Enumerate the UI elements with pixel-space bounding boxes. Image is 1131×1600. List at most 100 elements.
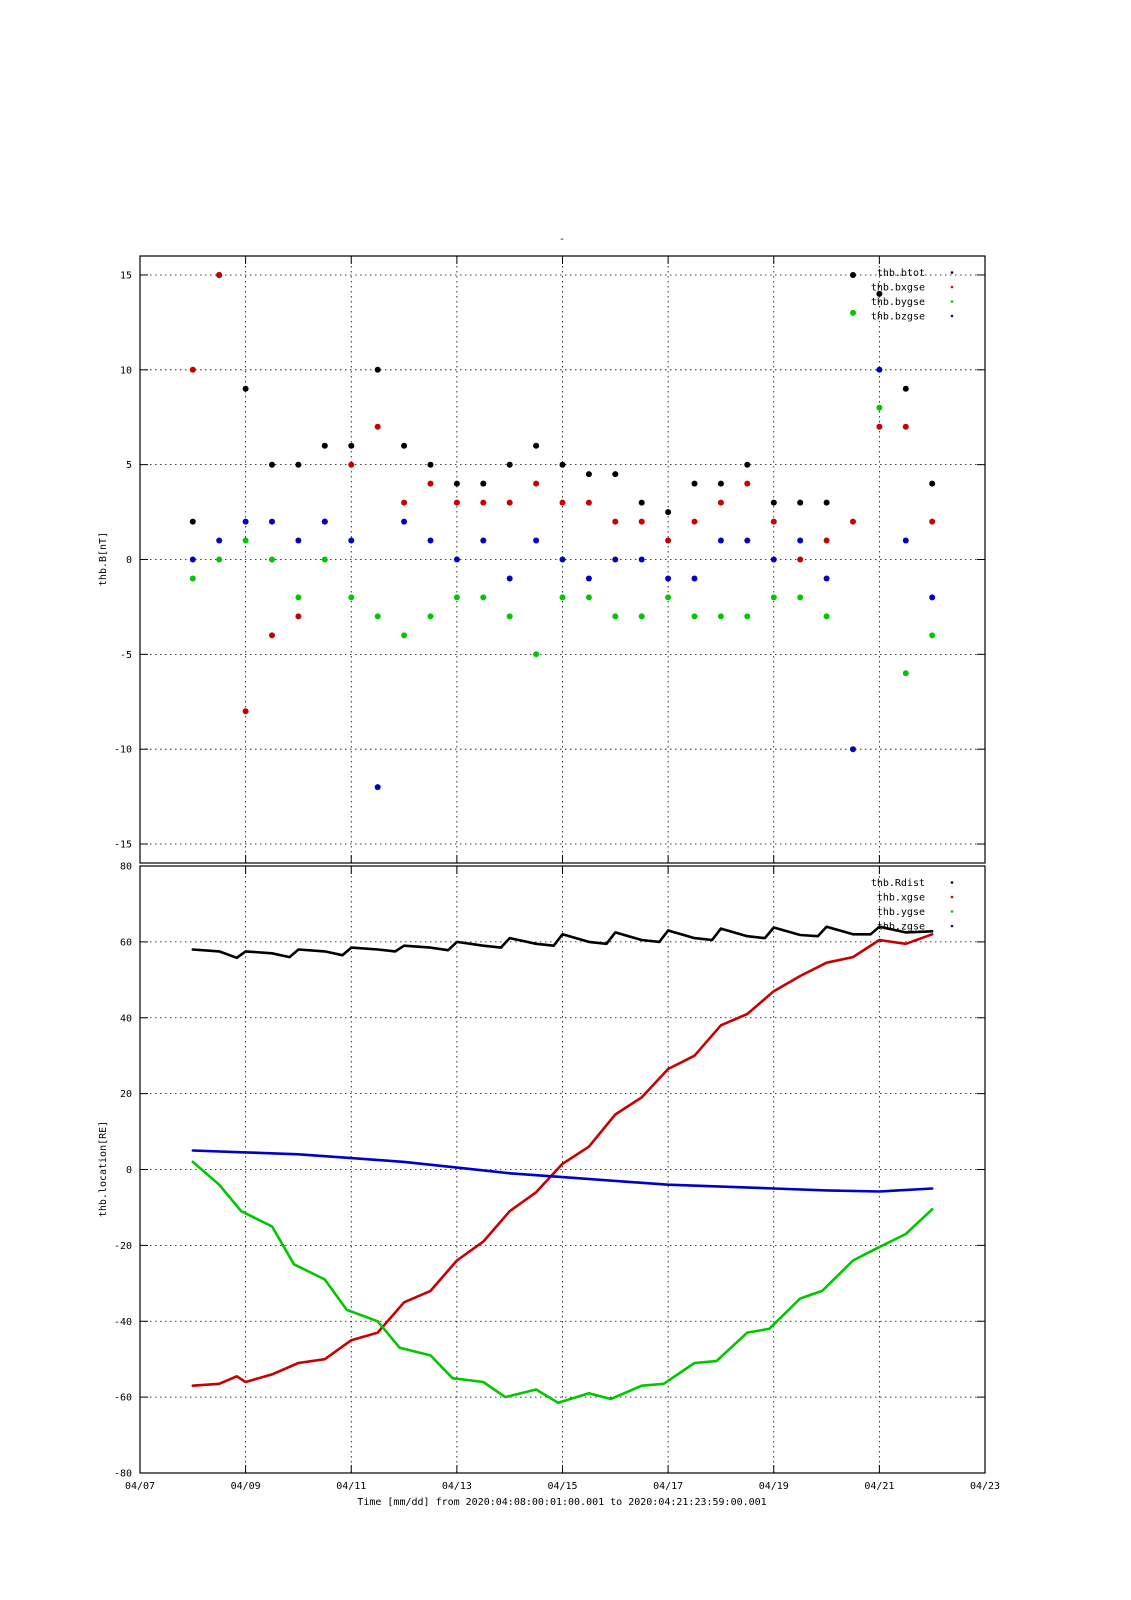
data-point-thb-bygse [691,613,698,620]
data-point-thb-bygse [269,556,275,563]
data-point-thb-bzgse [717,537,724,544]
legend-marker-thb-bzgse [950,314,954,318]
data-point-thb-bzgse [902,537,909,544]
data-point-thb-bzgse [929,594,936,601]
time-axis-tick-label: 04/13 [442,1481,472,1492]
data-point-thb-bzgse [242,518,249,525]
data-point-thb-btot [717,480,724,487]
data-point-thb-bygse [216,556,223,563]
data-point-thb-btot [269,461,275,468]
data-point-thb-btot [427,461,434,468]
legend-marker-thb-bxgse [950,285,954,289]
data-point-thb-bzgse [876,366,883,373]
data-point-thb-btot [348,442,355,449]
time-axis-tick-label: 04/17 [653,1481,683,1492]
series-line-thb-xgse [191,932,934,1387]
magnetic-field-y-tick-label: 10 [120,365,132,376]
data-point-thb-bxgse [533,480,540,487]
data-point-thb-btot [374,366,381,373]
location-grid [140,866,985,1473]
data-point-thb-bxgse [216,272,223,278]
data-point-thb-bygse [321,556,328,563]
legend-label-thb-btot: thb.btot [877,268,925,279]
data-point-thb-bxgse [480,499,487,506]
top-marker: - [559,234,565,245]
series-thb-bzgse [189,366,936,791]
data-point-thb-bzgse [321,518,328,525]
legend-marker-thb-zgse [950,924,954,928]
data-point-thb-bzgse [638,556,645,563]
data-point-thb-btot [638,499,645,506]
magnetic-field-y-axis-label: thb.B[nT] [98,532,109,586]
data-point-thb-bzgse [533,537,540,544]
location-y-tick-label: -80 [114,1469,132,1480]
data-point-thb-bxgse [295,613,302,620]
data-point-thb-bygse [717,613,724,620]
data-point-thb-btot [850,272,856,278]
data-point-thb-bygse [744,613,751,620]
legend-label-thb-ygse: thb.ygse [877,907,925,918]
data-point-thb-bxgse [929,518,936,525]
time-axis-label: Time [mm/dd] from 2020:04:08:00:01:00.00… [357,1497,766,1508]
location-panel: -80 -60 -40 -20 0 20 40 60 80 thb.location[RE] t… [98,862,986,1480]
data-point-thb-bzgse [348,537,355,544]
data-point-thb-btot [665,509,672,516]
time-axis-tick-label: 04/15 [547,1481,577,1492]
magnetic-field-y-tick-label: 15 [120,270,132,281]
data-point-thb-bzgse [480,537,487,544]
data-point-thb-bxgse [269,632,275,639]
magnetic-field-y-tick-label: 0 [126,555,132,566]
data-point-thb-btot [533,442,540,449]
data-point-thb-bxgse [823,537,830,544]
data-point-thb-bzgse [295,537,302,544]
location-y-tick-label: -40 [114,1317,132,1328]
time-axis-tick-label: 04/19 [759,1481,789,1492]
data-point-thb-bxgse [638,518,645,525]
time-axis-tick-label: 04/09 [231,1481,261,1492]
series-line-thb-ygse [191,1160,934,1405]
data-point-thb-bzgse [850,746,856,753]
data-point-thb-btot [189,518,196,525]
data-point-thb-bzgse [744,537,751,544]
data-point-thb-bygse [850,309,856,316]
data-point-thb-bxgse [665,537,672,544]
magnetic-field-legend: thb.btot thb.bxgse thb.bygse thb.bzgse [871,268,954,323]
data-point-thb-bzgse [401,518,408,525]
data-point-thb-bxgse [585,499,592,506]
data-point-thb-bxgse [612,518,619,525]
data-point-thb-bzgse [427,537,434,544]
data-point-thb-bxgse [876,423,883,430]
data-point-thb-bxgse [902,423,909,430]
series-thb-btot [189,272,936,525]
data-point-thb-bygse [453,594,460,601]
legend-label-thb-bzgse: thb.bzgse [871,312,925,323]
data-point-thb-bzgse [585,575,592,582]
data-point-thb-bxgse [559,499,566,506]
data-point-thb-bygse [374,613,381,620]
data-point-thb-bzgse [770,556,777,563]
data-point-thb-bxgse [691,518,698,525]
data-point-thb-btot [823,499,830,506]
data-point-thb-bzgse [453,556,460,563]
magnetic-field-y-tick-label: -10 [114,745,132,756]
data-point-thb-btot [295,461,302,468]
location-y-axis-label: thb.location[RE] [98,1121,109,1217]
data-point-thb-bygse [559,594,566,601]
data-point-thb-bxgse [427,480,434,487]
data-point-thb-btot [929,480,936,487]
data-point-thb-bygse [876,404,883,411]
magnetic-field-panel: -15 -10 -5 0 5 10 15 thb.B[nT] thb.btot thb.bxg… [98,255,986,864]
location-y-tick-label: -60 [114,1393,132,1404]
data-point-thb-bzgse [612,556,619,563]
location-y-tick-label: 60 [120,937,132,948]
magnetic-field-series [189,272,936,791]
legend-marker-thb-ygse [950,910,954,913]
data-point-thb-bxgse [506,499,513,506]
location-y-tick-label: 20 [120,1089,132,1100]
data-point-thb-bxgse [797,556,804,563]
data-point-thb-btot [876,290,883,297]
location-y-ticks: -80 -60 -40 -20 0 20 40 60 80 [114,862,985,1480]
time-axis-tick-label: 04/07 [125,1481,155,1492]
data-point-thb-bxgse [374,423,381,430]
legend-label-thb-bxgse: thb.bxgse [871,283,925,294]
